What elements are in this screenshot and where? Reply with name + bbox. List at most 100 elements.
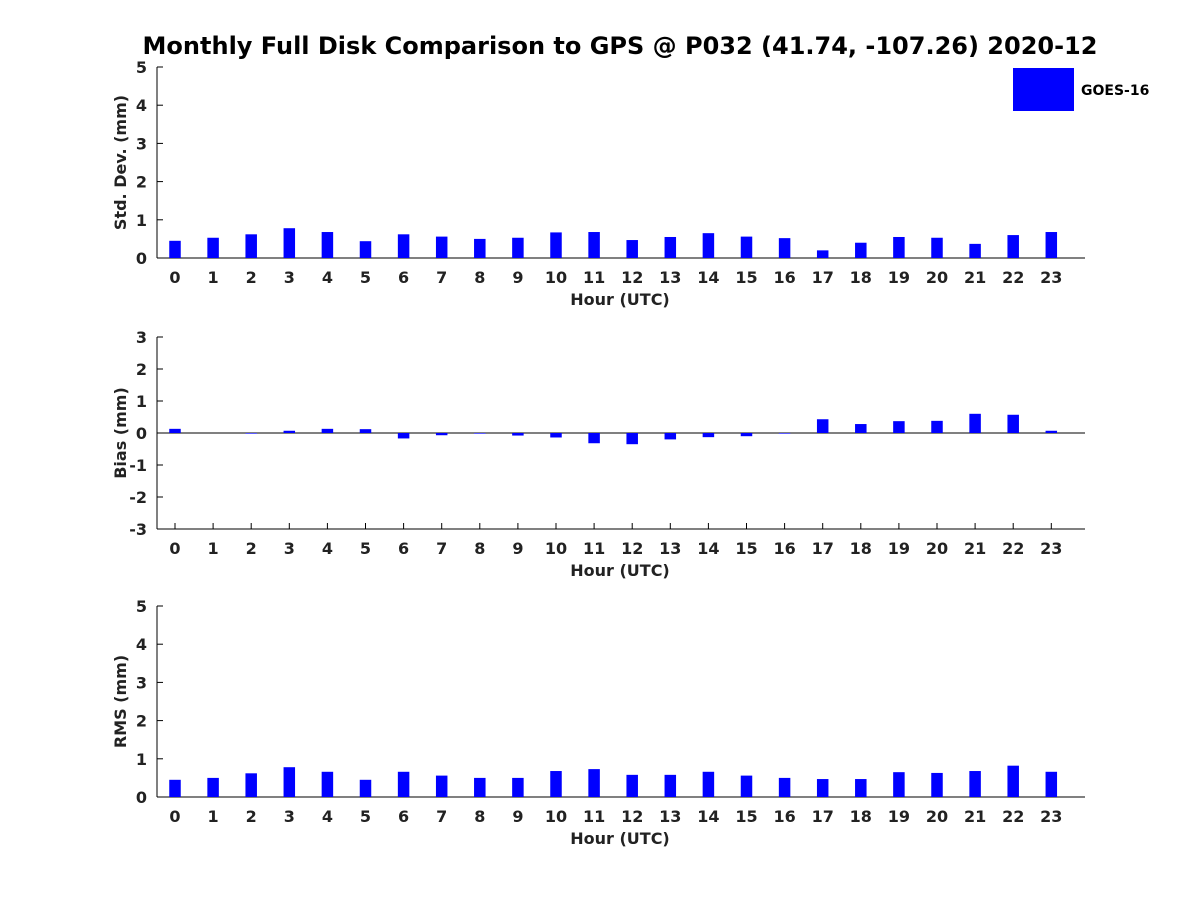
bar-hour-4 xyxy=(321,232,334,258)
x-tick-label: 16 xyxy=(773,539,795,558)
x-tick-label: 15 xyxy=(735,807,757,826)
bar-hour-21 xyxy=(969,413,981,433)
bar-hour-20 xyxy=(931,772,943,797)
x-tick-label: 14 xyxy=(697,539,719,558)
x-tick-label: 12 xyxy=(621,807,643,826)
bar-hour-3 xyxy=(283,767,296,797)
bar-hour-14 xyxy=(702,771,715,797)
bar-hour-4 xyxy=(321,428,334,433)
bar-hour-23 xyxy=(1045,430,1058,433)
bar-hour-8 xyxy=(474,777,486,797)
bar-hour-2 xyxy=(245,234,257,258)
y-tick-label: 2 xyxy=(136,173,147,192)
x-tick-label: 5 xyxy=(360,539,371,558)
x-tick-label: 0 xyxy=(169,268,180,287)
y-tick-label: 4 xyxy=(136,635,147,654)
x-tick-label: 14 xyxy=(697,268,719,287)
bar-hour-8 xyxy=(474,238,486,258)
x-axis-label: Hour (UTC) xyxy=(570,290,670,309)
y-tick-label: 3 xyxy=(136,673,147,692)
bar-hour-22 xyxy=(1007,414,1019,433)
bar-hour-17 xyxy=(816,779,829,797)
x-tick-label: 13 xyxy=(659,539,681,558)
x-tick-label: 17 xyxy=(812,539,834,558)
bar-hour-4 xyxy=(321,771,334,797)
x-tick-label: 4 xyxy=(322,807,333,826)
bar-hour-19 xyxy=(893,236,905,258)
y-tick-label: 5 xyxy=(136,597,147,616)
bar-hour-0 xyxy=(169,240,181,258)
x-tick-label: 3 xyxy=(284,807,295,826)
bar-hour-22 xyxy=(1007,765,1019,797)
bar-hour-9 xyxy=(512,777,524,797)
x-tick-label: 22 xyxy=(1002,268,1024,287)
bar-hour-6 xyxy=(397,433,410,439)
bar-hour-0 xyxy=(169,428,181,433)
bar-hour-12 xyxy=(626,433,638,445)
x-tick-label: 23 xyxy=(1040,268,1062,287)
x-tick-label: 14 xyxy=(697,807,719,826)
bar-hour-17 xyxy=(816,250,829,258)
bar-hour-6 xyxy=(397,771,410,797)
x-tick-label: 16 xyxy=(773,807,795,826)
x-tick-label: 1 xyxy=(208,268,219,287)
x-tick-label: 20 xyxy=(926,268,948,287)
bar-hour-7 xyxy=(435,433,448,436)
bar-hour-2 xyxy=(245,433,257,434)
bar-hour-5 xyxy=(359,241,372,258)
x-tick-label: 12 xyxy=(621,539,643,558)
x-tick-label: 3 xyxy=(284,268,295,287)
bar-hour-20 xyxy=(931,420,943,433)
x-tick-label: 1 xyxy=(208,539,219,558)
x-tick-label: 10 xyxy=(545,268,567,287)
bar-hour-2 xyxy=(245,773,257,797)
y-tick-label: 0 xyxy=(136,788,147,807)
x-tick-label: 3 xyxy=(284,539,295,558)
bar-hour-15 xyxy=(740,775,753,797)
bar-hour-3 xyxy=(283,430,296,433)
x-tick-label: 7 xyxy=(436,268,447,287)
bar-hour-13 xyxy=(664,236,677,258)
bar-hour-9 xyxy=(512,433,524,436)
y-tick-label: -2 xyxy=(129,488,147,507)
x-tick-label: 8 xyxy=(474,807,485,826)
x-tick-label: 2 xyxy=(246,268,257,287)
bar-hour-7 xyxy=(435,775,448,797)
x-tick-label: 1 xyxy=(208,807,219,826)
x-tick-label: 5 xyxy=(360,268,371,287)
x-tick-label: 11 xyxy=(583,268,605,287)
bar-hour-18 xyxy=(855,424,867,433)
bar-hour-21 xyxy=(969,243,981,258)
x-tick-label: 22 xyxy=(1002,539,1024,558)
x-tick-label: 6 xyxy=(398,807,409,826)
bar-hour-13 xyxy=(664,433,677,440)
bar-hour-23 xyxy=(1045,771,1058,797)
y-tick-label: 2 xyxy=(136,712,147,731)
x-tick-label: 23 xyxy=(1040,539,1062,558)
bar-hour-9 xyxy=(512,237,524,258)
x-tick-label: 2 xyxy=(246,539,257,558)
x-axis-label: Hour (UTC) xyxy=(570,829,670,848)
legend-label: GOES-16 xyxy=(1081,83,1149,99)
x-tick-label: 4 xyxy=(322,539,333,558)
bar-hour-8 xyxy=(474,433,486,434)
x-tick-label: 7 xyxy=(436,807,447,826)
x-tick-label: 9 xyxy=(512,268,523,287)
x-tick-label: 2 xyxy=(246,807,257,826)
bar-hour-16 xyxy=(778,777,791,797)
x-tick-label: 8 xyxy=(474,539,485,558)
x-tick-label: 6 xyxy=(398,268,409,287)
y-tick-label: 4 xyxy=(136,96,147,115)
y-tick-label: 3 xyxy=(136,328,147,347)
bar-hour-12 xyxy=(626,240,638,258)
x-tick-label: 19 xyxy=(888,807,910,826)
y-axis-label: Bias (mm) xyxy=(111,387,130,479)
x-tick-label: 0 xyxy=(169,807,180,826)
x-tick-label: 18 xyxy=(850,539,872,558)
x-tick-label: 5 xyxy=(360,807,371,826)
